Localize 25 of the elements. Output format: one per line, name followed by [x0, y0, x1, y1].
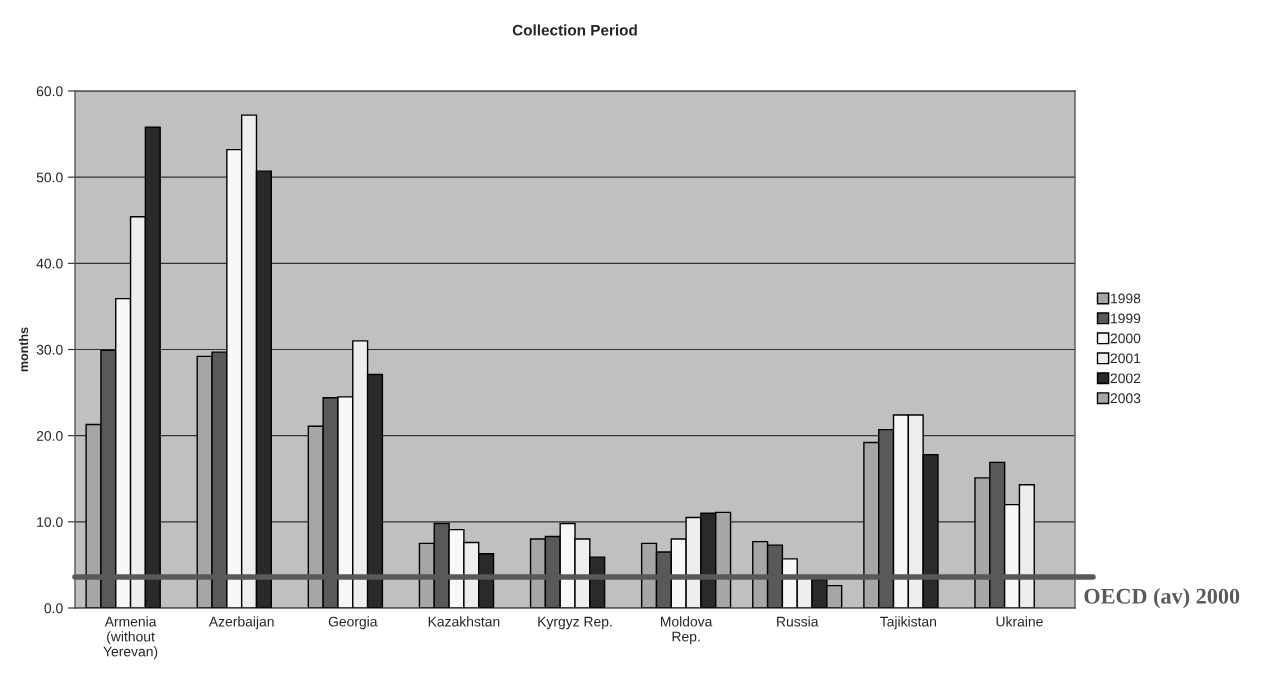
x-tick-label: Ukraine [996, 616, 1043, 627]
y-tick-label: 40.0 [36, 258, 63, 269]
legend-label: 1999 [1111, 313, 1141, 324]
x-tick-label: Azerbaijan [208, 616, 274, 630]
x-tick-label: Kazakhstan [428, 616, 500, 627]
legend-label: 2000 [1110, 333, 1141, 344]
legend-label: 2002 [1110, 373, 1141, 384]
x-tick-label: Georgia [328, 616, 378, 630]
x-tick-label: Russia [777, 616, 819, 627]
x-tick-label: Armenia (without Yerevan) [103, 616, 158, 660]
y-tick-label: 0.0 [44, 603, 63, 614]
y-tick-label: 50.0 [36, 172, 63, 183]
y-tick-label: 60.0 [36, 86, 63, 97]
legend-label: 2001 [1110, 353, 1141, 364]
y-tick-label: 20.0 [36, 431, 63, 441]
y-tick-label: 30.0 [36, 344, 63, 355]
legend-label: 1998 [1111, 293, 1141, 304]
x-tick-label: Kyrgyz Rep. [538, 616, 612, 630]
x-tick-label: Moldova Rep. [661, 616, 713, 645]
x-tick-label: Tajikistan [880, 616, 936, 630]
chart-title: Collection Period [512, 24, 637, 36]
ref-line-label: OECD (av) 2000 [1084, 588, 1240, 609]
legend-label: 2003 [1110, 393, 1141, 404]
y-tick-label: 10.0 [37, 517, 63, 527]
y-axis-title: months [18, 327, 29, 372]
